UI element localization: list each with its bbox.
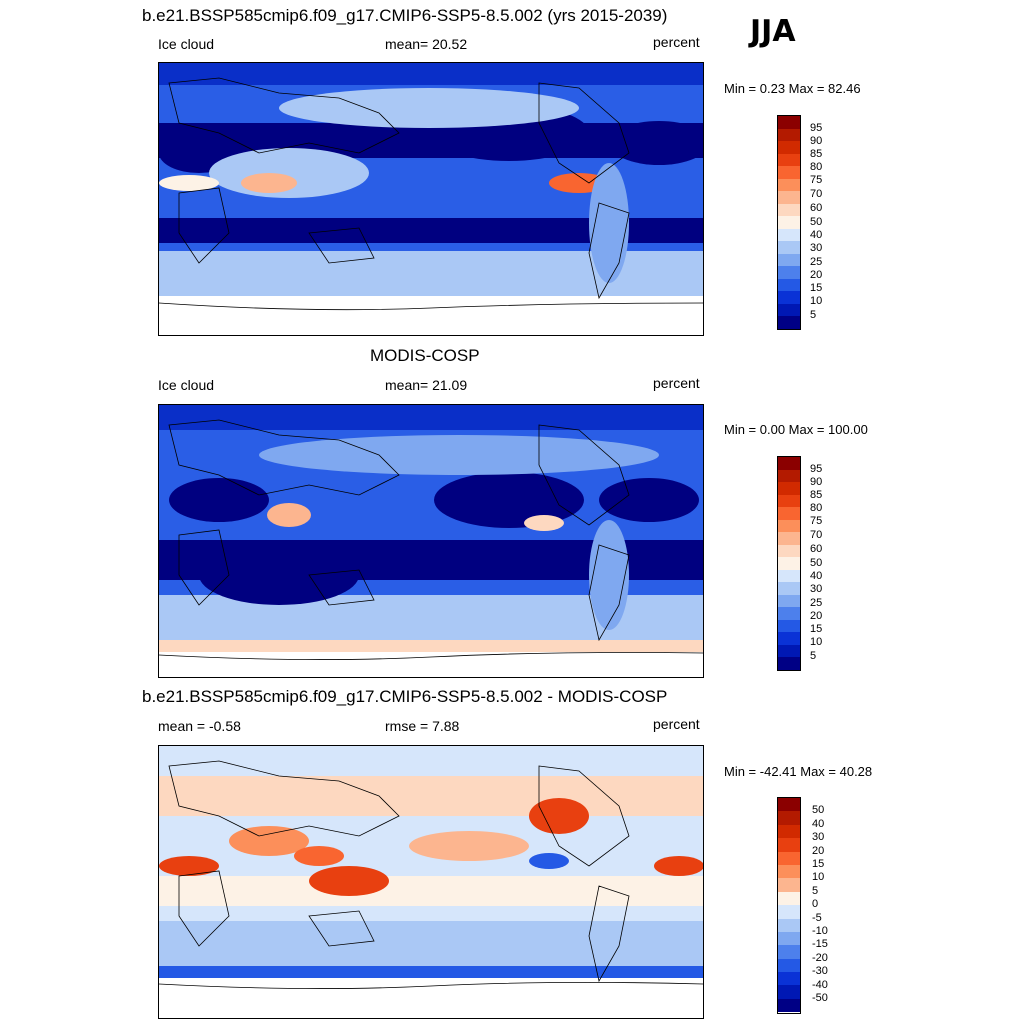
panel-2-colorbar-label: 20 [810,610,823,622]
panel-1-colorbar-label: 80 [810,161,823,173]
panel-2-colorbar [777,456,801,671]
panel-1-colorbar-label: 15 [810,282,823,294]
panel-1-units-label: percent [653,34,700,50]
panel-1-colorbar-label: 10 [810,295,823,307]
panel-2-colorbar-label: 50 [810,557,823,569]
season-label: JJA [750,14,796,49]
panel-2-map [158,404,704,678]
panel-1-map-field [159,63,703,335]
panel-1-colorbar-label: 5 [810,309,817,321]
panel-3-colorbar-label: 15 [812,858,825,870]
panel-3-rmse-label: rmse = 7.88 [385,718,460,734]
panel-1-colorbar-label: 40 [810,229,823,241]
panel-3-colorbar-label: 0 [812,898,819,910]
panel-3-colorbar-label: -50 [812,992,828,1004]
panel-3-minmax: Min = -42.41 Max = 40.28 [724,764,873,779]
panel-2-colorbar-label: 25 [810,597,823,609]
panel-1-colorbar-label: 60 [810,202,823,214]
panel-3-colorbar-label: 10 [812,871,825,883]
panel-1-variable-label: Ice cloud [158,36,215,52]
panel-1-minmax: Min = 0.23 Max = 82.46 [724,81,861,96]
panel-2-minmax: Min = 0.00 Max = 100.00 [724,422,868,437]
panel-1-colorbar-label: 50 [810,216,823,228]
panel-2-colorbar-label: 85 [810,489,823,501]
panel-3-colorbar-label: -30 [812,965,828,977]
panel-1-title: b.e21.BSSP585cmip6.f09_g17.CMIP6-SSP5-8.… [142,6,668,25]
panel-2-mean-label: mean= 21.09 [385,377,468,393]
panel-2-colorbar-label: 90 [810,476,823,488]
panel-3-colorbar-label: -40 [812,979,828,991]
panel-3-colorbar [777,797,801,1014]
panel-1-colorbar-label: 85 [810,148,823,160]
panel-3-colorbar-label: 5 [812,885,819,897]
panel-3-colorbar-label: 30 [812,831,825,843]
panel-1-colorbar-label: 70 [810,188,823,200]
panel-3-units-label: percent [653,716,700,732]
panel-2-colorbar-label: 60 [810,543,823,555]
panel-2-colorbar-label: 15 [810,623,823,635]
panel-2-colorbar-label: 70 [810,529,823,541]
panel-1-colorbar-label: 95 [810,122,823,134]
panel-3-colorbar-label: 20 [812,845,825,857]
panel-3-mean-label: mean = -0.58 [158,718,241,734]
panel-2-colorbar-label: 40 [810,570,823,582]
panel-2-units-label: percent [653,375,700,391]
panel-2-colorbar-label: 5 [810,650,817,662]
panel-2-variable-label: Ice cloud [158,377,215,393]
panel-3-colorbar-label: 50 [812,804,825,816]
panel-2-colorbar-label: 10 [810,636,823,648]
panel-3-colorbar-label: -15 [812,938,828,950]
panel-1-colorbar [777,115,801,330]
panel-1-colorbar-label: 75 [810,174,823,186]
panel-3-colorbar-label: -20 [812,952,828,964]
panel-2-map-field [159,405,703,677]
panel-1-colorbar-label: 20 [810,269,823,281]
panel-3-map [158,745,704,1019]
panel-3-colorbar-label: -10 [812,925,828,937]
panel-2-colorbar-label: 95 [810,463,823,475]
panel-1-mean-label: mean= 20.52 [385,36,468,52]
panel-1-map [158,62,704,336]
panel-1-colorbar-label: 25 [810,256,823,268]
panel-3-colorbar-label: -5 [812,912,822,924]
panel-1-colorbar-label: 90 [810,135,823,147]
panel-2-colorbar-label: 80 [810,502,823,514]
panel-3-title: b.e21.BSSP585cmip6.f09_g17.CMIP6-SSP5-8.… [142,687,668,706]
panel-3-map-field [159,746,703,1018]
panel-2-colorbar-label: 75 [810,515,823,527]
panel-2-title: MODIS-COSP [370,346,480,365]
panel-1-colorbar-label: 30 [810,242,823,254]
panel-2-colorbar-label: 30 [810,583,823,595]
panel-3-colorbar-label: 40 [812,818,825,830]
